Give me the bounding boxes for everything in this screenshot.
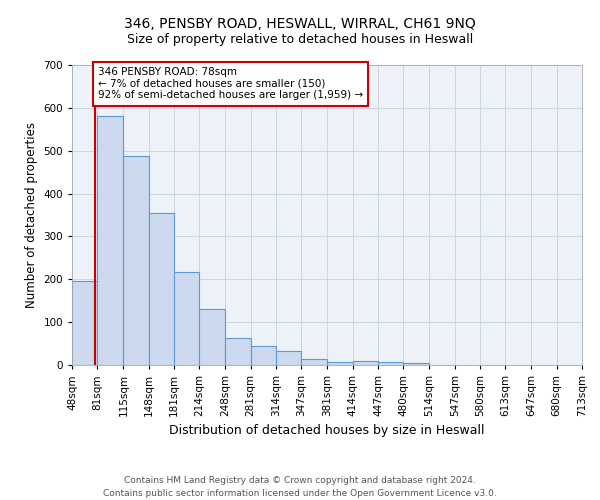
Text: 346 PENSBY ROAD: 78sqm
← 7% of detached houses are smaller (150)
92% of semi-det: 346 PENSBY ROAD: 78sqm ← 7% of detached … xyxy=(98,67,363,100)
Bar xyxy=(97,116,124,365)
Y-axis label: Number of detached properties: Number of detached properties xyxy=(25,122,38,308)
Bar xyxy=(251,346,276,365)
Bar xyxy=(276,351,301,365)
Bar xyxy=(378,362,403,365)
Text: Contains HM Land Registry data © Crown copyright and database right 2024.
Contai: Contains HM Land Registry data © Crown c… xyxy=(103,476,497,498)
Text: Size of property relative to detached houses in Heswall: Size of property relative to detached ho… xyxy=(127,32,473,46)
X-axis label: Distribution of detached houses by size in Heswall: Distribution of detached houses by size … xyxy=(169,424,485,438)
Bar xyxy=(199,310,226,365)
Text: 346, PENSBY ROAD, HESWALL, WIRRAL, CH61 9NQ: 346, PENSBY ROAD, HESWALL, WIRRAL, CH61 … xyxy=(124,18,476,32)
Bar xyxy=(403,363,430,365)
Bar xyxy=(353,360,378,365)
Bar xyxy=(124,156,149,365)
Bar xyxy=(72,280,97,365)
Bar xyxy=(174,272,199,365)
Bar xyxy=(301,358,328,365)
Bar xyxy=(149,213,174,365)
Bar xyxy=(226,338,251,365)
Bar xyxy=(328,362,353,365)
